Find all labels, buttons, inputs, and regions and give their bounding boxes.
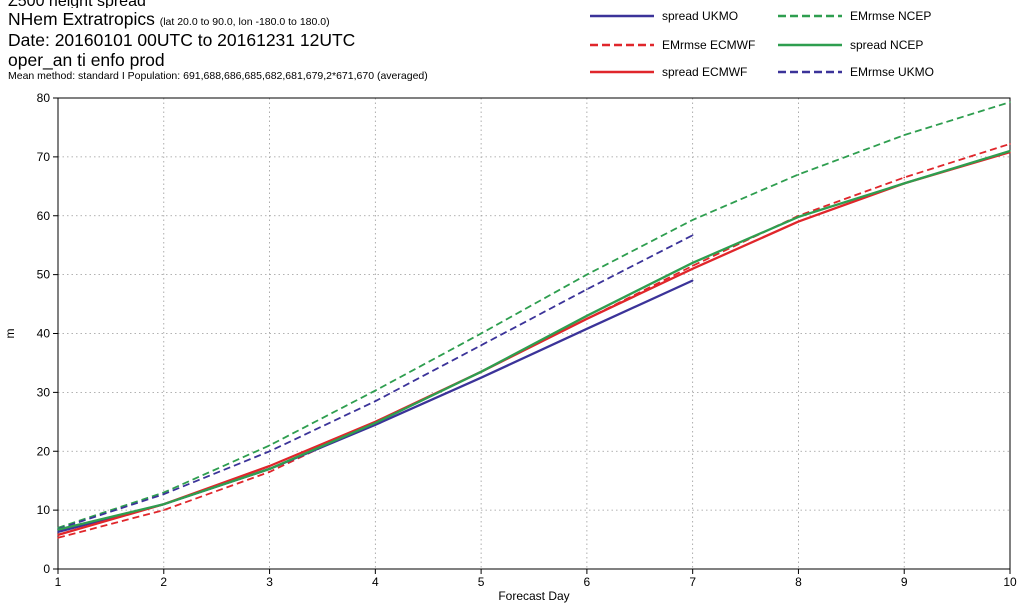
data-point-spread-ecmwf: [797, 220, 800, 223]
data-point-emrmse-ncep: [903, 134, 906, 136]
chart-region-name: NHem Extratropics: [8, 9, 155, 29]
chart-title-top: Z500 height spread: [8, 0, 588, 8]
series-line-emrmse-ncep: [57, 101, 1011, 529]
legend-swatch-spread-ecmwf: [590, 70, 654, 74]
data-point-spread-ecmwf: [268, 465, 271, 467]
data-point-spread-ncep: [586, 315, 588, 317]
data-point-emrmse-ncep: [374, 389, 377, 392]
y-tick-label: 20: [37, 444, 51, 458]
legend-label-spread-ukmo: spread UKMO: [662, 9, 739, 23]
data-point-spread-ncep: [268, 468, 271, 470]
y-tick-label: 0: [43, 562, 50, 576]
legend-item-emrmse-ukmo: EMrmse UKMO: [778, 64, 934, 80]
x-tick-label: 6: [584, 575, 591, 589]
data-point-spread-ecmwf: [691, 267, 694, 270]
legend-item-spread-ncep: spread NCEP: [778, 37, 923, 53]
legend-label-emrmse-ukmo: EMrmse UKMO: [850, 65, 934, 79]
legend-swatch-spread-ukmo: [590, 14, 654, 18]
data-point-spread-ecmwf: [57, 534, 59, 536]
x-axis-label: Forecast Day: [498, 589, 569, 603]
legend-swatch-emrmse-ncep: [778, 14, 842, 18]
x-tick-label: 2: [160, 575, 167, 589]
y-tick-label: 50: [37, 268, 51, 282]
data-point-spread-ncep: [691, 262, 694, 264]
data-point-emrmse-ncep: [480, 332, 482, 335]
chart-mean-method: Mean method: standard I Population: 691,…: [8, 69, 428, 82]
data-point-spread-ncep: [374, 422, 377, 424]
legend-label-emrmse-ecmwf: EMrmse ECMWF: [662, 38, 756, 52]
legend-label-spread-ncep: spread NCEP: [850, 38, 924, 52]
data-point-emrmse-ukmo: [480, 344, 482, 347]
series-line-emrmse-ecmwf: [57, 143, 1011, 539]
chart-date-range: Date: 20160101 00UTC to 20161231 12UTC: [8, 29, 356, 50]
data-point-spread-ncep: [162, 503, 165, 506]
data-point-emrmse-ukmo: [691, 234, 694, 236]
x-tick-label: 7: [689, 575, 696, 589]
data-point-emrmse-ncep: [586, 273, 588, 276]
y-tick-label: 30: [37, 385, 51, 399]
y-tick-label: 60: [37, 209, 51, 223]
legend-item-emrmse-ecmwf: EMrmse ECMWF: [590, 37, 755, 53]
data-point-emrmse-ukmo: [374, 400, 377, 403]
data-point-emrmse-ecmwf: [903, 176, 906, 179]
legend-swatch-emrmse-ukmo: [778, 70, 842, 74]
y-tick-label: 70: [37, 150, 51, 164]
data-point-spread-ncep: [903, 182, 906, 185]
data-point-spread-ukmo: [480, 376, 482, 379]
chart-region-bounds: (lat 20.0 to 90.0, lon -180.0 to 180.0): [159, 16, 330, 28]
x-tick-label: 8: [795, 575, 802, 589]
data-point-emrmse-ncep: [162, 491, 165, 494]
legend-swatch-emrmse-ecmwf: [590, 43, 654, 47]
x-tick-label: 5: [478, 575, 485, 589]
data-point-spread-ncep: [57, 528, 59, 531]
data-point-emrmse-ncep: [1009, 101, 1011, 103]
series-line-spread-ncep: [57, 149, 1011, 531]
data-point-emrmse-ecmwf: [57, 536, 59, 539]
x-tick-label: 3: [266, 575, 273, 589]
data-point-spread-ukmo: [57, 531, 59, 533]
data-point-spread-ecmwf: [586, 317, 588, 320]
chart-region-line: NHem Extratropics (lat 20.0 to 90.0, lon…: [8, 9, 588, 29]
data-point-spread-ncep: [797, 216, 800, 218]
y-tick-label: 10: [37, 503, 51, 517]
data-point-emrmse-ecmwf: [162, 509, 165, 511]
data-point-emrmse-ecmwf: [268, 471, 271, 473]
series-line-spread-ecmwf: [57, 151, 1011, 537]
data-point-emrmse-ecmwf: [1009, 143, 1011, 145]
x-tick-label: 1: [55, 575, 62, 589]
legend-item-spread-ukmo: spread UKMO: [590, 8, 738, 24]
x-tick-label: 9: [901, 575, 908, 589]
y-tick-label: 80: [37, 91, 51, 105]
data-point-emrmse-ukmo: [586, 288, 588, 291]
x-tick-label: 10: [1003, 575, 1017, 589]
legend-label-emrmse-ncep: EMrmse NCEP: [850, 9, 932, 23]
data-point-spread-ukmo: [691, 279, 694, 282]
data-point-spread-ncep: [480, 370, 482, 373]
y-axis-label: m: [3, 329, 17, 339]
data-point-spread-ncep: [1009, 150, 1011, 152]
data-point-emrmse-ukmo: [162, 493, 165, 496]
legend-swatch-spread-ncep: [778, 43, 842, 47]
data-point-emrmse-ncep: [691, 219, 694, 221]
chart-title-block: Z500 height spread NHem Extratropics (la…: [8, 0, 588, 81]
data-point-emrmse-ecmwf: [691, 264, 694, 267]
legend-label-spread-ecmwf: spread ECMWF: [662, 65, 748, 79]
plot-area: [58, 98, 1010, 569]
data-point-emrmse-ukmo: [268, 450, 271, 453]
legend-item-spread-ecmwf: spread ECMWF: [590, 64, 747, 80]
data-point-emrmse-ncep: [797, 173, 800, 176]
legend-item-emrmse-ncep: EMrmse NCEP: [778, 8, 931, 24]
chart-experiment: oper_an ti enfo prod: [8, 50, 165, 70]
y-tick-label: 40: [37, 327, 51, 341]
data-point-emrmse-ncep: [268, 444, 271, 447]
x-tick-label: 4: [372, 575, 379, 589]
data-point-spread-ukmo: [586, 327, 588, 330]
